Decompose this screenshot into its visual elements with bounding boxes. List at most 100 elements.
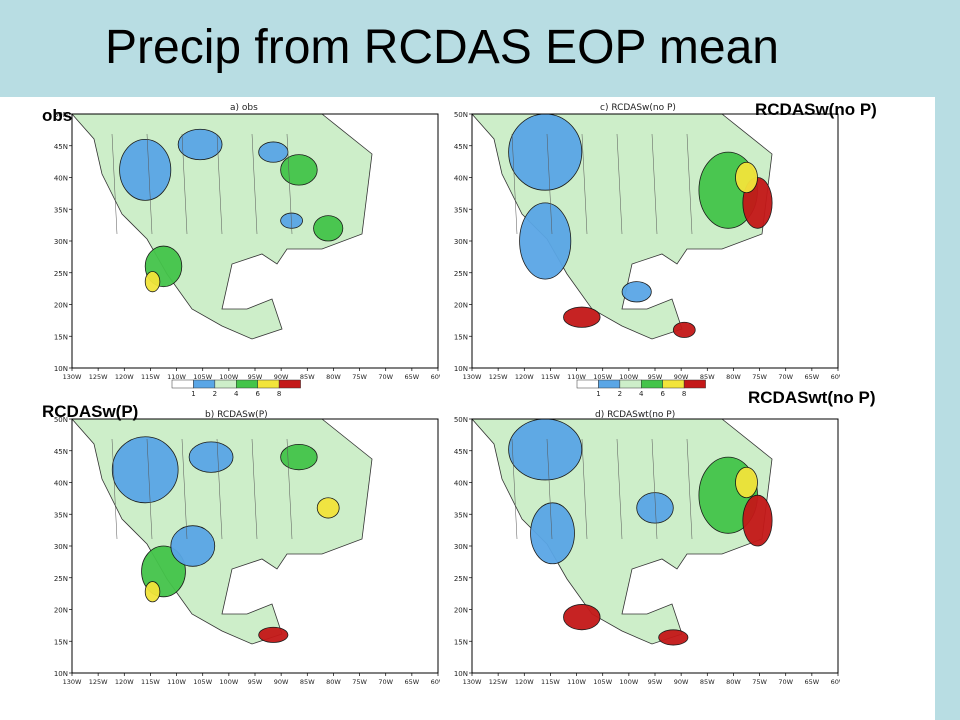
map-caption: a) obs [230, 103, 258, 113]
title-band [0, 0, 960, 97]
lon-label: 60W [431, 373, 440, 381]
lat-label: 45N [54, 143, 68, 151]
lat-label: 50N [54, 111, 68, 119]
lon-label: 70W [378, 678, 393, 686]
precip-area [280, 443, 318, 471]
precip-area [735, 161, 758, 194]
lon-label: 70W [378, 373, 393, 381]
lon-label: 85W [300, 678, 315, 686]
lon-label: 130W [63, 373, 82, 381]
lat-label: 45N [54, 448, 68, 456]
border-line [581, 133, 588, 235]
border-line [111, 438, 118, 540]
colorbar-swatch [641, 379, 663, 389]
lat-label: 25N [454, 270, 468, 278]
lat-label: 25N [54, 270, 68, 278]
lon-label: 105W [593, 678, 612, 686]
colorbar-swatch [278, 379, 301, 389]
lon-label: 90W [674, 373, 689, 381]
lon-label: 115W [541, 678, 560, 686]
lon-label: 105W [193, 373, 212, 381]
lat-label: 15N [454, 333, 468, 341]
label-rcdasw-no-p: RCDASw(no P) [755, 100, 877, 119]
map-panel-rcdasw-no-p: c) RCDASw(no P) 50N 45N 40N 35N 30N 25N 20N 15N… [440, 100, 840, 390]
border-line [251, 438, 258, 540]
lon-label: 75W [352, 373, 367, 381]
lon-label: 105W [193, 678, 212, 686]
precip-area [508, 418, 583, 481]
lon-label: 120W [515, 373, 534, 381]
precip-area [111, 436, 179, 504]
lon-label: 110W [167, 678, 186, 686]
lat-label: 25N [54, 575, 68, 583]
lat-label: 35N [54, 206, 68, 214]
colorbar-tick-label: 1 [596, 390, 600, 398]
lon-label: 75W [352, 678, 367, 686]
lat-label: 20N [54, 302, 68, 310]
border-line [511, 133, 518, 235]
lon-label: 60W [831, 678, 840, 686]
colorbar-tick-label: 2 [213, 390, 217, 398]
precip-area [144, 581, 161, 603]
precip-area [519, 202, 572, 280]
lon-label: 110W [567, 678, 586, 686]
lon-label: 90W [274, 373, 289, 381]
lat-label: 10N [454, 365, 468, 373]
border-line [181, 438, 188, 540]
border-line [146, 438, 153, 540]
map-caption: b) RCDASw(P) [205, 410, 268, 420]
lat-label: 10N [54, 670, 68, 678]
precip-area [119, 138, 172, 201]
precip-area [742, 494, 773, 547]
lat-label: 20N [454, 607, 468, 615]
colorbar-tick-label: 4 [234, 390, 239, 398]
lon-label: 95W [648, 678, 663, 686]
lon-label: 100W [619, 373, 638, 381]
map-panel-obs: a) obs 50N 45N 40N 35N 30N 25N 20N 15N 10N 130W 12… [40, 100, 440, 390]
precip-area [621, 281, 652, 303]
lat-label: 30N [454, 238, 468, 246]
lat-label: 45N [454, 143, 468, 151]
border-line [546, 438, 553, 540]
lat-label: 15N [54, 333, 68, 341]
lat-label: 50N [454, 416, 468, 424]
lon-label: 115W [141, 678, 160, 686]
colorbar-rcdasw-no-p: 1 2 4 6 8 [565, 377, 745, 399]
lon-label: 70W [778, 373, 793, 381]
precip-area [188, 441, 234, 473]
lon-label: 120W [115, 678, 134, 686]
lon-label: 70W [778, 678, 793, 686]
border-line [546, 133, 553, 235]
lon-label: 80W [726, 373, 741, 381]
lat-label: 15N [54, 638, 68, 646]
colorbar-tick-label: 1 [191, 390, 195, 398]
lat-label: 50N [54, 416, 68, 424]
lon-label: 80W [726, 678, 741, 686]
border-line [651, 133, 658, 235]
border-line [111, 133, 118, 235]
lon-label: 105W [593, 373, 612, 381]
lat-label: 40N [54, 480, 68, 488]
colorbar-obs: 1 2 4 6 8 [160, 377, 340, 399]
lat-label: 10N [454, 670, 468, 678]
border-line [181, 133, 188, 235]
precip-area [280, 154, 318, 186]
lon-label: 115W [541, 373, 560, 381]
border-line [286, 133, 293, 235]
colorbar-tick-label: 2 [618, 390, 622, 398]
lon-label: 65W [405, 373, 420, 381]
lat-label: 35N [454, 511, 468, 519]
lon-label: 65W [805, 678, 820, 686]
precip-area [563, 306, 601, 328]
lon-label: 60W [831, 373, 840, 381]
lon-label: 65W [805, 373, 820, 381]
precip-area [735, 466, 758, 499]
lon-label: 60W [431, 678, 440, 686]
lon-label: 80W [326, 373, 341, 381]
lon-label: 90W [674, 678, 689, 686]
lon-label: 80W [326, 678, 341, 686]
precip-area [672, 321, 696, 338]
precip-area [563, 604, 601, 631]
lon-label: 95W [248, 678, 263, 686]
precip-area [258, 626, 289, 643]
